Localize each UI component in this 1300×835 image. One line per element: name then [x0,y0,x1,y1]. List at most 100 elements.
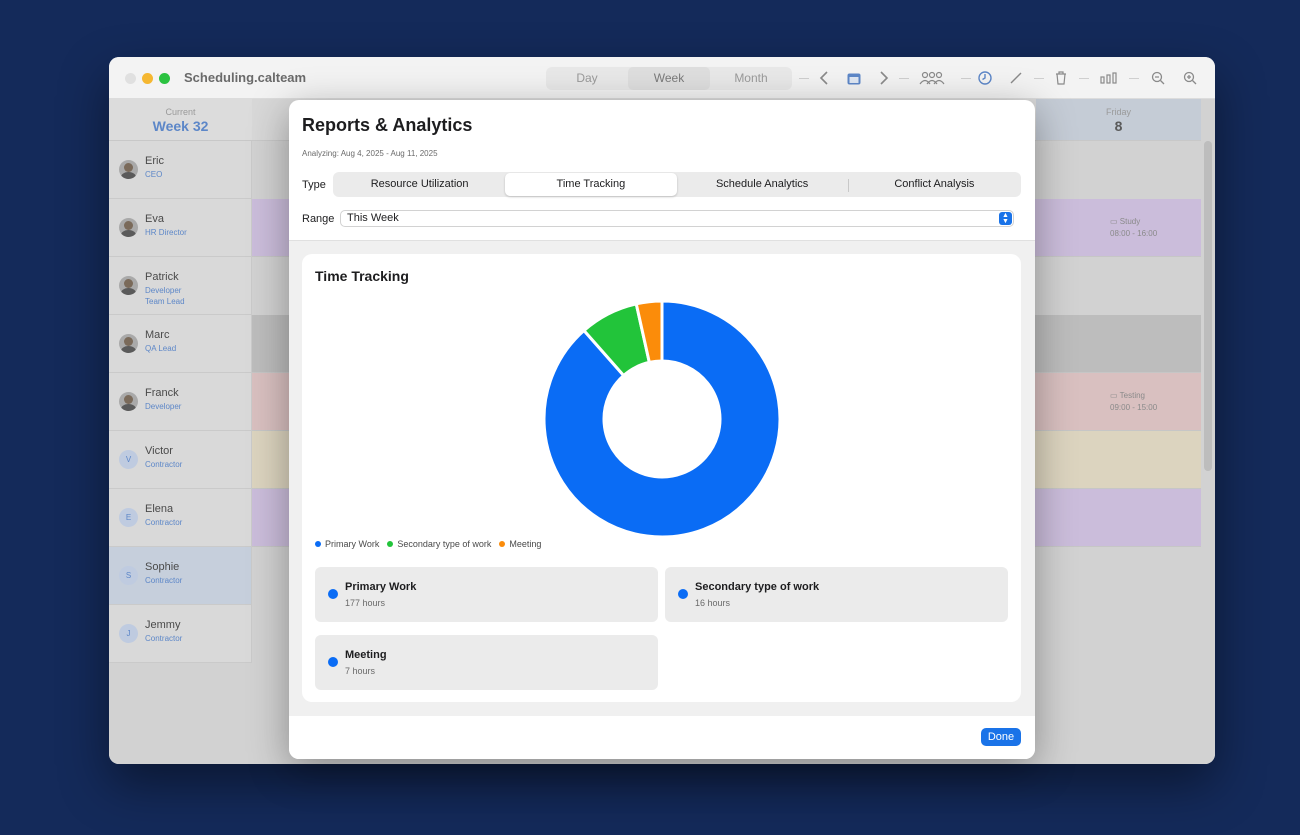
stat-card-meeting: Meeting 7 hours [315,635,658,690]
titlebar: Scheduling.calteam Day Week Month [109,57,1215,99]
person-name: Eric [145,155,164,167]
person-row[interactable]: Eva HR Director [109,199,252,257]
analyzing-date-range: Analyzing: Aug 4, 2025 - Aug 11, 2025 [302,149,438,158]
person-row[interactable]: Franck Developer [109,373,252,431]
avatar: V [119,450,138,469]
donut-slice-meeting[interactable] [634,299,664,365]
legend-label: Meeting [509,539,542,549]
person-row[interactable]: E Elena Contractor [109,489,252,547]
stat-card-primary-work: Primary Work 177 hours [315,567,658,622]
toolbar-separator [799,78,809,79]
zoom-in-icon[interactable] [1181,67,1199,89]
view-switcher: Day Week Month [546,67,792,90]
person-row[interactable]: Marc QA Lead [109,315,252,373]
person-name: Elena [145,503,174,515]
person-name: Eva [145,213,164,225]
view-month-tab[interactable]: Month [734,71,768,85]
person-name: Sophie [145,561,180,573]
legend-item: Primary Work [315,539,379,549]
toolbar-separator [961,78,971,79]
toolbar-separator [1079,78,1089,79]
legend-dot [315,541,321,547]
trash-icon[interactable] [1052,67,1070,89]
time-tracking-card: Time Tracking Primary Work Secondary type… [302,254,1021,702]
toolbar-separator [1129,78,1139,79]
person-name: Marc [145,329,170,341]
tab-time-tracking[interactable]: Time Tracking [505,173,677,196]
range-select[interactable]: This Week ▲ ▼ [340,210,1014,227]
vertical-scrollbar[interactable] [1204,141,1212,471]
tab-schedule-analytics[interactable]: Schedule Analytics [715,178,809,190]
window-title: Scheduling.calteam [184,70,307,85]
view-day-tab[interactable]: Day [576,71,598,85]
avatar: S [119,566,138,585]
legend-label: Secondary type of work [397,539,492,549]
person-row[interactable]: S Sophie Contractor [109,547,252,605]
maximize-window-button[interactable] [159,73,170,84]
person-name: Franck [145,387,179,399]
minimize-window-button[interactable] [142,73,153,84]
done-button[interactable]: Done [981,728,1021,746]
legend-dot [499,541,506,547]
people-icon[interactable] [917,67,947,89]
chevron-updown-icon[interactable]: ▲ ▼ [999,212,1012,225]
person-role: Developer Team Lead [145,286,185,306]
report-content: Time Tracking Primary Work Secondary type… [289,240,1035,716]
tab-conflict-analysis[interactable]: Conflict Analysis [894,178,975,190]
toolbar-separator [1034,78,1044,79]
event-title: Testing [1119,391,1145,400]
briefcase-icon: ▭ [1110,391,1120,400]
stat-value: 16 hours [695,598,731,608]
person-role: HR Director [145,228,187,237]
legend-item: Meeting [499,539,541,549]
range-value: This Week [347,212,399,224]
avatar [119,160,138,179]
tab-resource-utilization[interactable]: Resource Utilization [370,178,469,190]
stat-value: 177 hours [345,598,386,608]
legend-label: Primary Work [325,539,380,549]
donut-slice-primary-work[interactable] [542,299,782,539]
dialog-footer: Done [289,716,1035,759]
avatar [119,334,138,353]
person-role: Contractor [145,576,183,585]
view-week-tab[interactable]: Week [628,67,710,90]
tab-divider [847,179,849,192]
clock-icon[interactable] [976,67,994,89]
stat-title: Secondary type of work [695,581,820,593]
person-role: Contractor [145,634,183,643]
calendar-icon[interactable] [844,67,864,89]
card-title: Time Tracking [315,268,409,284]
stat-dot [678,589,688,599]
chevron-right-icon[interactable] [875,67,893,89]
person-row[interactable]: V Victor Contractor [109,431,252,489]
avatar: E [119,508,138,527]
range-label: Range [302,213,335,225]
bar-chart-icon[interactable] [1097,67,1121,89]
legend-dot [387,541,394,547]
zoom-out-icon[interactable] [1149,67,1167,89]
pencil-icon[interactable] [1007,67,1025,89]
event-block[interactable]: ▭ Study 08:00 - 16:00 [1110,216,1157,240]
chart-legend: Primary Work Secondary type of work Meetin… [315,539,541,549]
avatar [119,392,138,411]
stat-value: 7 hours [345,666,376,676]
current-label: Current [165,107,196,117]
stat-dot [328,589,338,599]
legend-item: Secondary type of work [387,539,491,549]
person-name: Victor [145,445,173,457]
person-row[interactable]: Eric CEO [109,141,252,199]
friday-header[interactable]: Friday 8 [1036,99,1201,141]
event-title: Study [1119,217,1141,226]
event-block[interactable]: ▭ Testing 09:00 - 15:00 [1110,390,1157,414]
reports-analytics-dialog: Reports & Analytics Analyzing: Aug 4, 20… [289,100,1035,759]
person-row[interactable]: Patrick Developer Team Lead [109,257,252,315]
close-window-button[interactable] [125,73,136,84]
person-role: QA Lead [145,344,177,353]
person-role: Contractor [145,460,183,469]
person-row[interactable]: J Jemmy Contractor [109,605,252,663]
report-type-selector: Resource Utilization Time Tracking Sched… [333,172,1021,197]
chevron-left-icon[interactable] [815,67,833,89]
avatar [119,218,138,237]
person-name: Patrick [145,271,179,283]
stat-title: Meeting [345,649,387,661]
